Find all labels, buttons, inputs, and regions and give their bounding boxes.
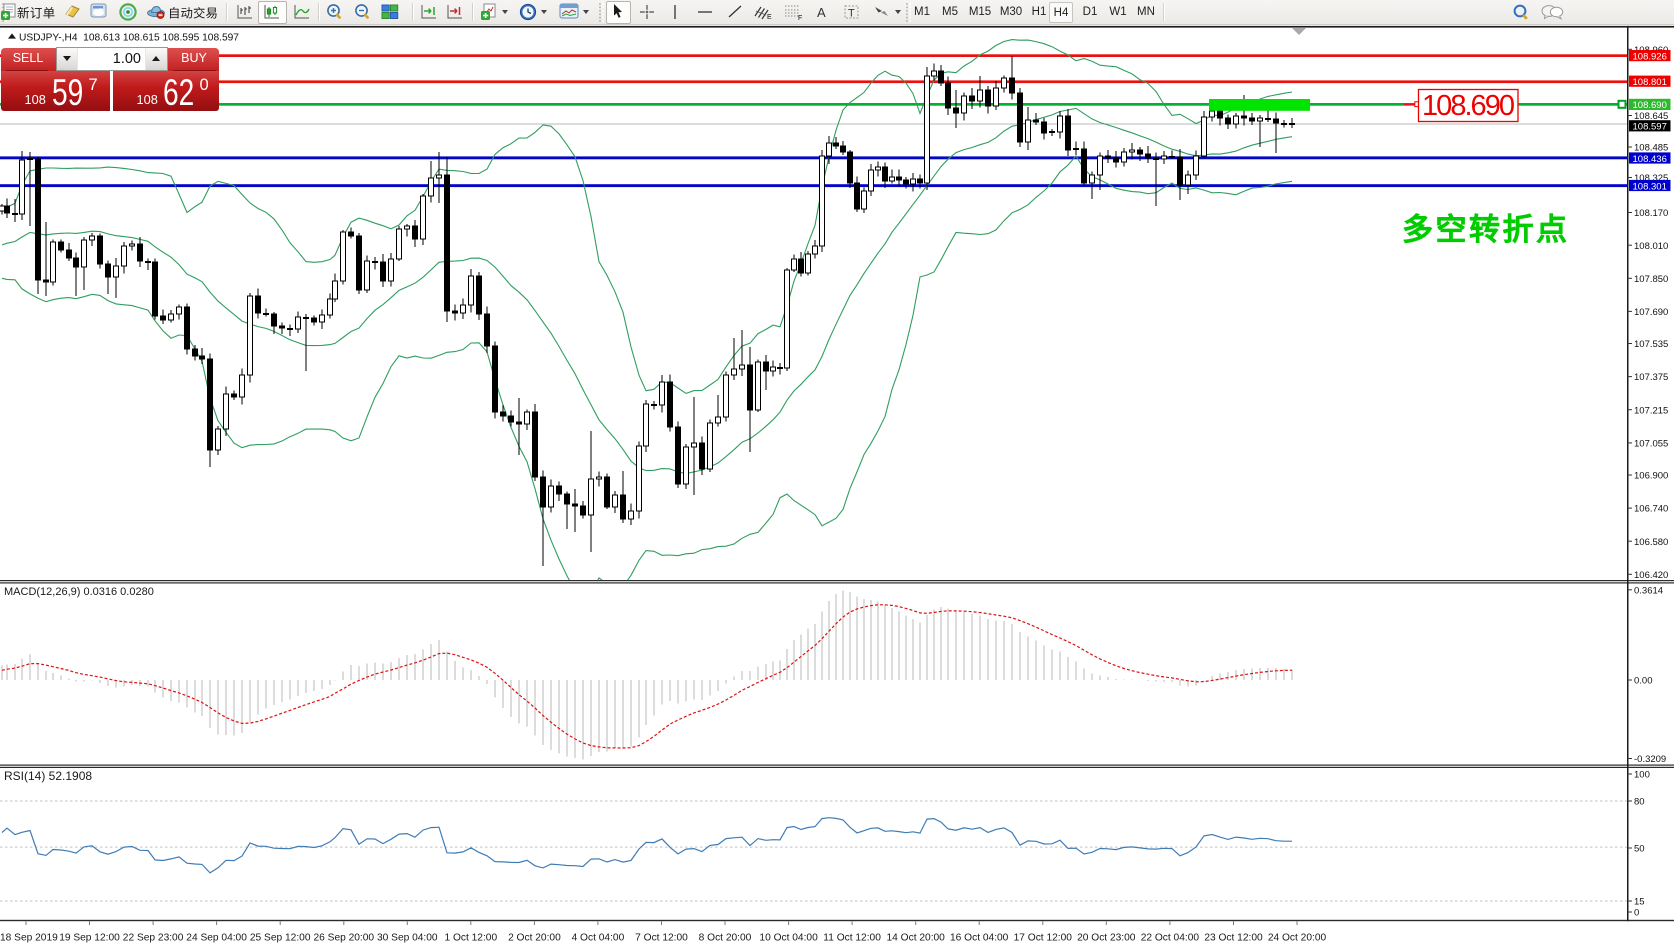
svg-text:108.010: 108.010 xyxy=(1634,241,1668,252)
svg-text:E: E xyxy=(767,14,772,21)
svg-text:24 Sep 04:00: 24 Sep 04:00 xyxy=(186,933,247,944)
svg-text:107.375: 107.375 xyxy=(1634,372,1668,383)
svg-text:-0.3209: -0.3209 xyxy=(1634,754,1666,765)
svg-text:2 Oct 20:00: 2 Oct 20:00 xyxy=(508,933,561,944)
svg-text:108.926: 108.926 xyxy=(1633,51,1667,62)
svg-text:23 Oct 12:00: 23 Oct 12:00 xyxy=(1204,933,1263,944)
svg-text:16 Oct 04:00: 16 Oct 04:00 xyxy=(950,933,1009,944)
svg-text:107.215: 107.215 xyxy=(1634,405,1668,416)
svg-text:108.690: 108.690 xyxy=(1633,100,1667,111)
svg-text:100: 100 xyxy=(1634,770,1650,781)
svg-text:17 Oct 12:00: 17 Oct 12:00 xyxy=(1014,933,1073,944)
svg-text:108.301: 108.301 xyxy=(1633,181,1667,192)
svg-text:F: F xyxy=(798,15,802,21)
svg-text:MACD(12,26,9) 0.0316 0.0280: MACD(12,26,9) 0.0316 0.0280 xyxy=(4,586,154,598)
svg-text:106.740: 106.740 xyxy=(1634,504,1668,515)
svg-text:0.3614: 0.3614 xyxy=(1634,585,1663,596)
svg-text:10 Oct 04:00: 10 Oct 04:00 xyxy=(759,933,818,944)
svg-text:25 Sep 12:00: 25 Sep 12:00 xyxy=(250,933,311,944)
svg-text:T: T xyxy=(848,8,855,20)
svg-text:30 Sep 04:00: 30 Sep 04:00 xyxy=(377,933,438,944)
svg-text:107.535: 107.535 xyxy=(1634,339,1668,350)
svg-text:108.801: 108.801 xyxy=(1633,77,1667,88)
svg-text:22 Sep 23:00: 22 Sep 23:00 xyxy=(123,933,184,944)
svg-text:1 Oct 12:00: 1 Oct 12:00 xyxy=(444,933,497,944)
svg-text:108.170: 108.170 xyxy=(1634,208,1668,219)
svg-text:7 Oct 12:00: 7 Oct 12:00 xyxy=(635,933,688,944)
svg-text:0.00: 0.00 xyxy=(1634,676,1653,687)
svg-text:107.690: 107.690 xyxy=(1634,307,1668,318)
svg-text:15: 15 xyxy=(1634,897,1645,908)
svg-text:24 Oct 20:00: 24 Oct 20:00 xyxy=(1268,933,1327,944)
svg-text:USDJPY-,H4 108.613 108.615 10: USDJPY-,H4 108.613 108.615 108.595 108.5… xyxy=(19,33,239,44)
svg-text:106.580: 106.580 xyxy=(1634,537,1668,548)
svg-text:26 Sep 20:00: 26 Sep 20:00 xyxy=(313,933,374,944)
svg-text:22 Oct 04:00: 22 Oct 04:00 xyxy=(1141,933,1200,944)
svg-text:107.850: 107.850 xyxy=(1634,274,1668,285)
svg-text:11 Oct 12:00: 11 Oct 12:00 xyxy=(823,933,881,944)
svg-text:4 Oct 04:00: 4 Oct 04:00 xyxy=(572,933,625,944)
svg-text:14 Oct 20:00: 14 Oct 20:00 xyxy=(887,933,946,944)
svg-text:108.325: 108.325 xyxy=(1634,173,1668,184)
svg-text:50: 50 xyxy=(1634,844,1645,855)
svg-text:20 Oct 23:00: 20 Oct 23:00 xyxy=(1077,933,1136,944)
svg-text:108.597: 108.597 xyxy=(1633,122,1667,133)
svg-text:108.690: 108.690 xyxy=(1422,90,1515,122)
svg-text:19 Sep 12:00: 19 Sep 12:00 xyxy=(59,933,120,944)
svg-text:106.900: 106.900 xyxy=(1634,471,1668,482)
svg-text:108.436: 108.436 xyxy=(1633,154,1667,165)
svg-text:8 Oct 20:00: 8 Oct 20:00 xyxy=(699,933,752,944)
svg-text:A: A xyxy=(817,5,826,20)
svg-text:80: 80 xyxy=(1634,797,1645,808)
svg-text:107.055: 107.055 xyxy=(1634,439,1668,450)
svg-text:0: 0 xyxy=(1634,908,1639,919)
svg-text:RSI(14) 52.1908: RSI(14) 52.1908 xyxy=(4,769,92,783)
svg-text:108.645: 108.645 xyxy=(1634,111,1668,122)
svg-text:108.485: 108.485 xyxy=(1634,143,1668,154)
svg-text:106.420: 106.420 xyxy=(1634,570,1668,581)
svg-text:18 Sep 2019: 18 Sep 2019 xyxy=(0,933,58,944)
